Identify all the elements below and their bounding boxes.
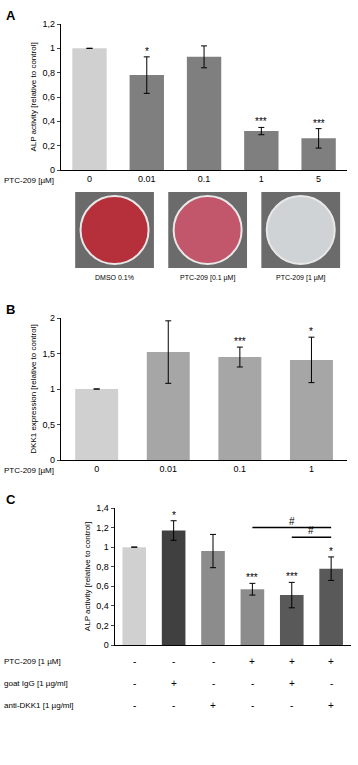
svg-text:goat IgG [1 µg/ml]: goat IgG [1 µg/ml] <box>4 679 68 688</box>
svg-text:+: + <box>249 656 255 667</box>
svg-text:0.1: 0.1 <box>234 464 247 474</box>
svg-text:PTC-209 [µM]: PTC-209 [µM] <box>4 466 54 475</box>
svg-text:*: * <box>145 46 149 57</box>
svg-text:***: *** <box>255 116 267 127</box>
svg-text:ALP activity [relative to cont: ALP activity [relative to control] <box>29 42 38 151</box>
svg-text:-: - <box>212 656 215 667</box>
svg-text:1,2: 1,2 <box>96 523 109 533</box>
svg-text:+: + <box>328 656 334 667</box>
svg-text:0: 0 <box>50 165 55 175</box>
svg-text:0,6: 0,6 <box>43 92 56 102</box>
svg-text:-: - <box>251 700 254 711</box>
svg-text:#: # <box>289 516 295 527</box>
svg-text:-: - <box>133 700 136 711</box>
svg-text:C: C <box>6 492 16 507</box>
svg-text:1: 1 <box>104 542 109 552</box>
svg-text:***: *** <box>286 571 298 582</box>
svg-text:0.01: 0.01 <box>138 174 156 184</box>
svg-text:0: 0 <box>50 455 55 465</box>
svg-text:0,8: 0,8 <box>96 562 109 572</box>
svg-text:-: - <box>172 700 175 711</box>
svg-text:+: + <box>289 656 295 667</box>
svg-text:0,6: 0,6 <box>96 581 109 591</box>
svg-text:1: 1 <box>309 464 314 474</box>
svg-text:1,2: 1,2 <box>43 19 56 29</box>
svg-text:1: 1 <box>259 174 264 184</box>
svg-text:1: 1 <box>50 43 55 53</box>
svg-text:-: - <box>290 700 293 711</box>
svg-text:-: - <box>133 678 136 689</box>
svg-text:A: A <box>6 8 16 23</box>
svg-text:*: * <box>309 326 313 337</box>
svg-text:+: + <box>171 678 177 689</box>
svg-text:-: - <box>172 656 175 667</box>
svg-text:B: B <box>6 302 15 317</box>
svg-text:PTC-209 [µM]: PTC-209 [µM] <box>4 176 54 185</box>
svg-text:1: 1 <box>50 384 55 394</box>
svg-text:***: *** <box>234 336 246 347</box>
svg-text:0,2: 0,2 <box>43 141 56 151</box>
svg-text:0: 0 <box>94 464 99 474</box>
svg-text:5: 5 <box>316 174 321 184</box>
svg-text:-: - <box>330 678 333 689</box>
svg-text:0.1: 0.1 <box>198 174 211 184</box>
svg-text:+: + <box>289 678 295 689</box>
svg-text:***: *** <box>313 118 325 129</box>
svg-text:1,4: 1,4 <box>96 503 109 513</box>
svg-text:+: + <box>328 700 334 711</box>
svg-text:ALP activity [relative to cont: ALP activity [relative to control] <box>83 522 92 631</box>
svg-text:-: - <box>251 678 254 689</box>
svg-text:0,4: 0,4 <box>96 601 109 611</box>
svg-text:***: *** <box>246 572 258 583</box>
svg-text:*: * <box>172 510 176 521</box>
svg-text:-: - <box>212 678 215 689</box>
svg-text:#: # <box>308 525 314 536</box>
svg-text:*: * <box>329 546 333 557</box>
svg-text:PTC-209 [1 µM]: PTC-209 [1 µM] <box>276 274 326 282</box>
svg-text:DKK1 expression [relative to c: DKK1 expression [relative to control] <box>29 324 38 453</box>
svg-text:0,4: 0,4 <box>43 116 56 126</box>
svg-text:PTC-209 [1 µM]: PTC-209 [1 µM] <box>4 657 61 666</box>
svg-text:0: 0 <box>87 174 92 184</box>
svg-text:anti-DKK1 [1 µg/ml]: anti-DKK1 [1 µg/ml] <box>4 701 74 710</box>
svg-text:1,5: 1,5 <box>43 349 56 359</box>
svg-text:2: 2 <box>50 313 55 323</box>
svg-text:0,8: 0,8 <box>43 68 56 78</box>
svg-text:0: 0 <box>104 640 109 650</box>
svg-text:PTC-209 [0.1 µM]: PTC-209 [0.1 µM] <box>180 274 235 282</box>
svg-text:0,2: 0,2 <box>96 621 109 631</box>
svg-text:+: + <box>210 700 216 711</box>
svg-text:DMSO 0.1%: DMSO 0.1% <box>95 274 134 281</box>
svg-text:-: - <box>133 656 136 667</box>
svg-text:0.01: 0.01 <box>159 464 177 474</box>
svg-text:0,5: 0,5 <box>43 420 56 430</box>
